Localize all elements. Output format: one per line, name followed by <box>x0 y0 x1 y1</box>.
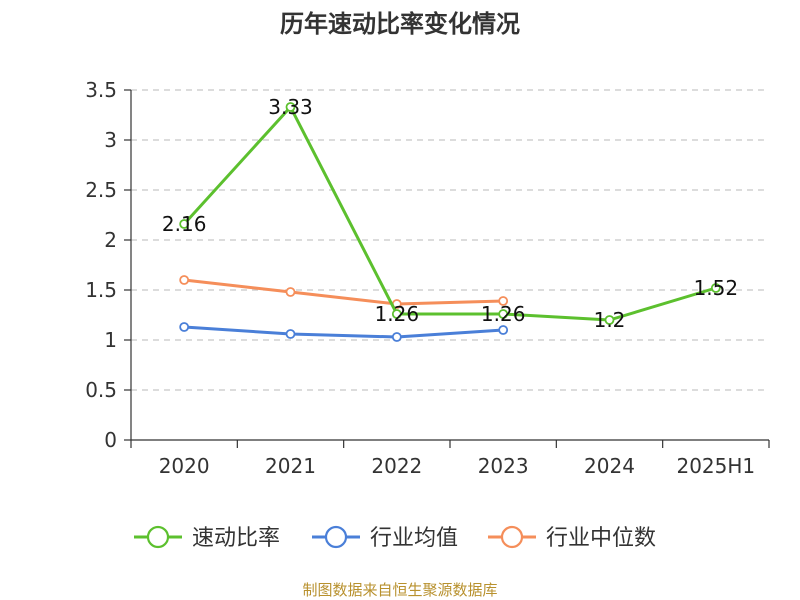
legend-marker <box>324 525 348 549</box>
legend: 速动比率 行业均值 行业中位数 <box>134 525 656 551</box>
x-tick-label: 2024 <box>584 454 635 478</box>
chart-title: 历年速动比率变化情况 <box>280 10 520 38</box>
data-point <box>179 322 190 332</box>
data-point <box>391 332 402 342</box>
data-point <box>179 275 190 285</box>
data-label: 1.26 <box>375 302 420 326</box>
y-tick-label: 2 <box>104 228 117 252</box>
x-tick-label: 2021 <box>265 454 316 478</box>
x-tick-label: 2020 <box>159 454 210 478</box>
y-tick-label: 0 <box>104 428 117 452</box>
series-1 <box>179 322 509 342</box>
legend-item[interactable]: 行业中位数 <box>488 525 656 551</box>
legend-marker <box>146 525 170 549</box>
data-point <box>285 287 296 297</box>
y-tick-label: 3.5 <box>85 78 117 102</box>
data-label: 2.16 <box>162 212 207 236</box>
data-label: 1.26 <box>481 302 526 326</box>
y-tick-label: 2.5 <box>85 178 117 202</box>
data-point <box>179 219 190 229</box>
data-label: 3.33 <box>268 95 313 119</box>
x-tick-label: 2023 <box>478 454 529 478</box>
legend-label: 行业中位数 <box>546 526 656 551</box>
series-line <box>183 278 504 306</box>
data-point <box>285 329 296 339</box>
legend-item[interactable]: 速动比率 <box>134 525 280 551</box>
source-note: 制图数据来自恒生聚源数据库 <box>302 581 497 599</box>
series-0 <box>179 102 721 325</box>
data-labels: 2.16 3.33 1.26 1.26 1.2 1.52 <box>162 95 738 332</box>
y-tick-label: 1 <box>104 328 117 352</box>
series <box>179 102 721 342</box>
data-point <box>285 102 296 112</box>
series-line <box>183 105 717 322</box>
x-tick-label: 2022 <box>371 454 422 478</box>
series-2 <box>179 275 509 309</box>
grid <box>131 89 769 391</box>
data-point <box>710 283 721 293</box>
data-point <box>498 296 509 306</box>
series-line <box>184 325 504 339</box>
y-tick-label: 0.5 <box>85 378 117 402</box>
legend-marker <box>500 525 524 549</box>
data-point <box>391 309 402 319</box>
y-tick-label: 1.5 <box>85 278 117 302</box>
legend-label: 速动比率 <box>192 526 280 551</box>
data-point <box>498 325 509 335</box>
legend-label: 行业均值 <box>370 526 458 551</box>
legend-item[interactable]: 行业均值 <box>312 525 458 551</box>
data-label: 1.52 <box>694 276 739 300</box>
data-point <box>604 315 615 325</box>
data-point <box>498 309 509 319</box>
x-tick-label: 2025H1 <box>676 454 755 478</box>
data-label: 1.2 <box>594 308 626 332</box>
y-tick-label: 3 <box>104 128 117 152</box>
